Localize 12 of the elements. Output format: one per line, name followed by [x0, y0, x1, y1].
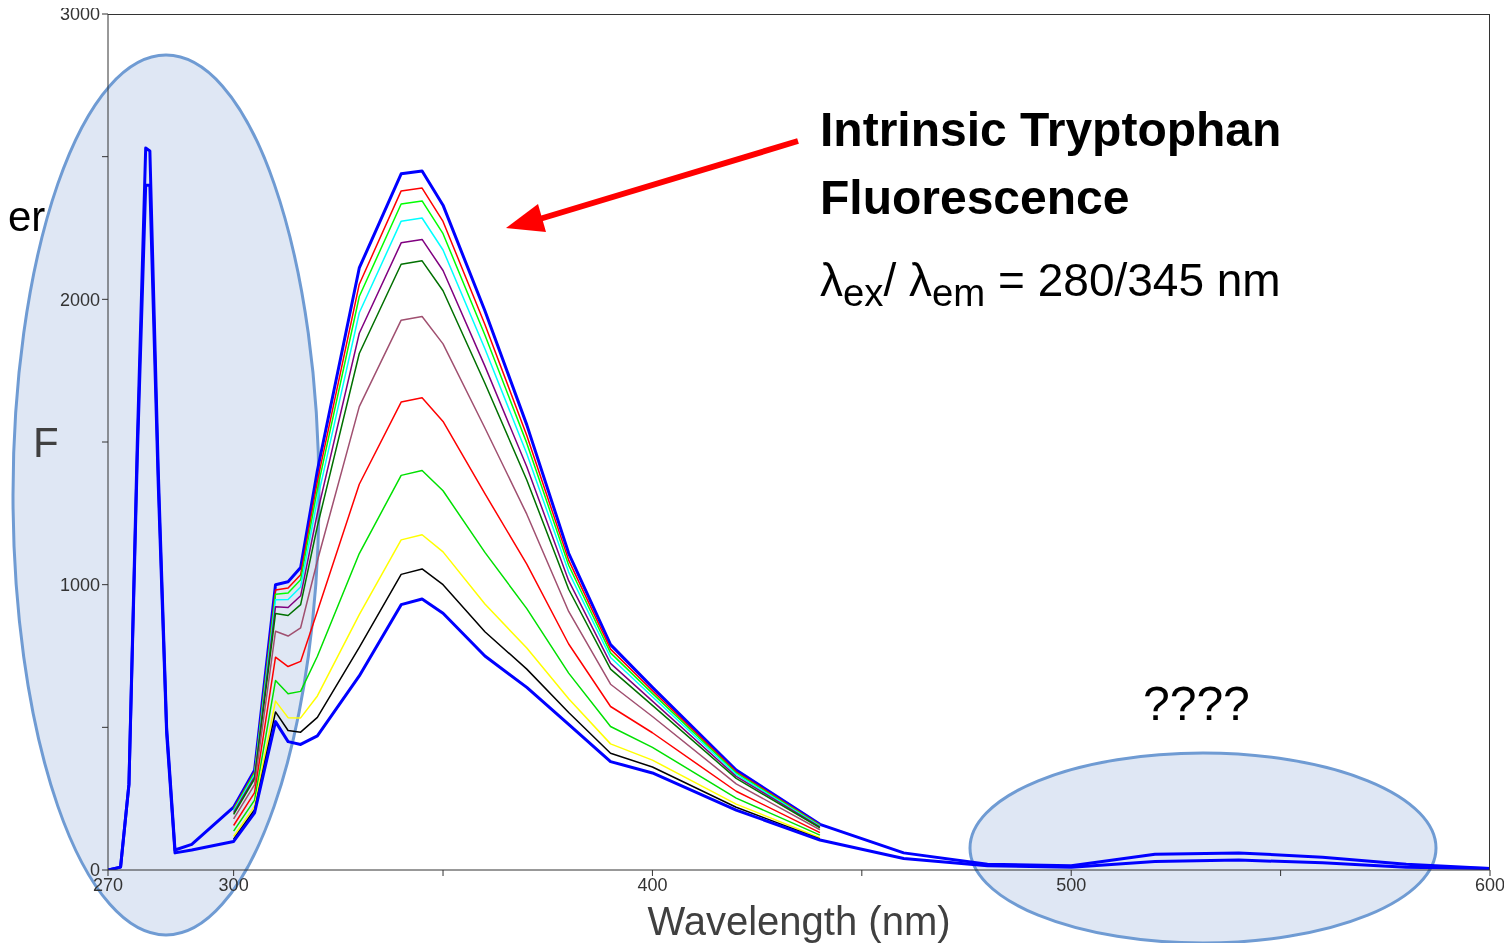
x-tick-label: 600	[1474, 874, 1506, 895]
x-axis-title: Wavelength (nm)	[647, 899, 951, 943]
y-axis-title: F	[33, 418, 59, 466]
x-tick-label: 400	[637, 874, 668, 895]
y-tick-label: 1000	[59, 575, 100, 596]
annotation: Intrinsic Tryptophan Fluorescence	[820, 102, 1283, 226]
annotation: ????	[1143, 676, 1250, 731]
text: er	[8, 193, 46, 241]
x-tick-label: 500	[1056, 874, 1087, 895]
annotation: λ$_{ex}$/ λ$_{em}$ = 280/345 nm	[820, 253, 1281, 316]
y-tick-label: 2000	[59, 289, 100, 310]
y-tick-label: 3000	[59, 4, 100, 25]
